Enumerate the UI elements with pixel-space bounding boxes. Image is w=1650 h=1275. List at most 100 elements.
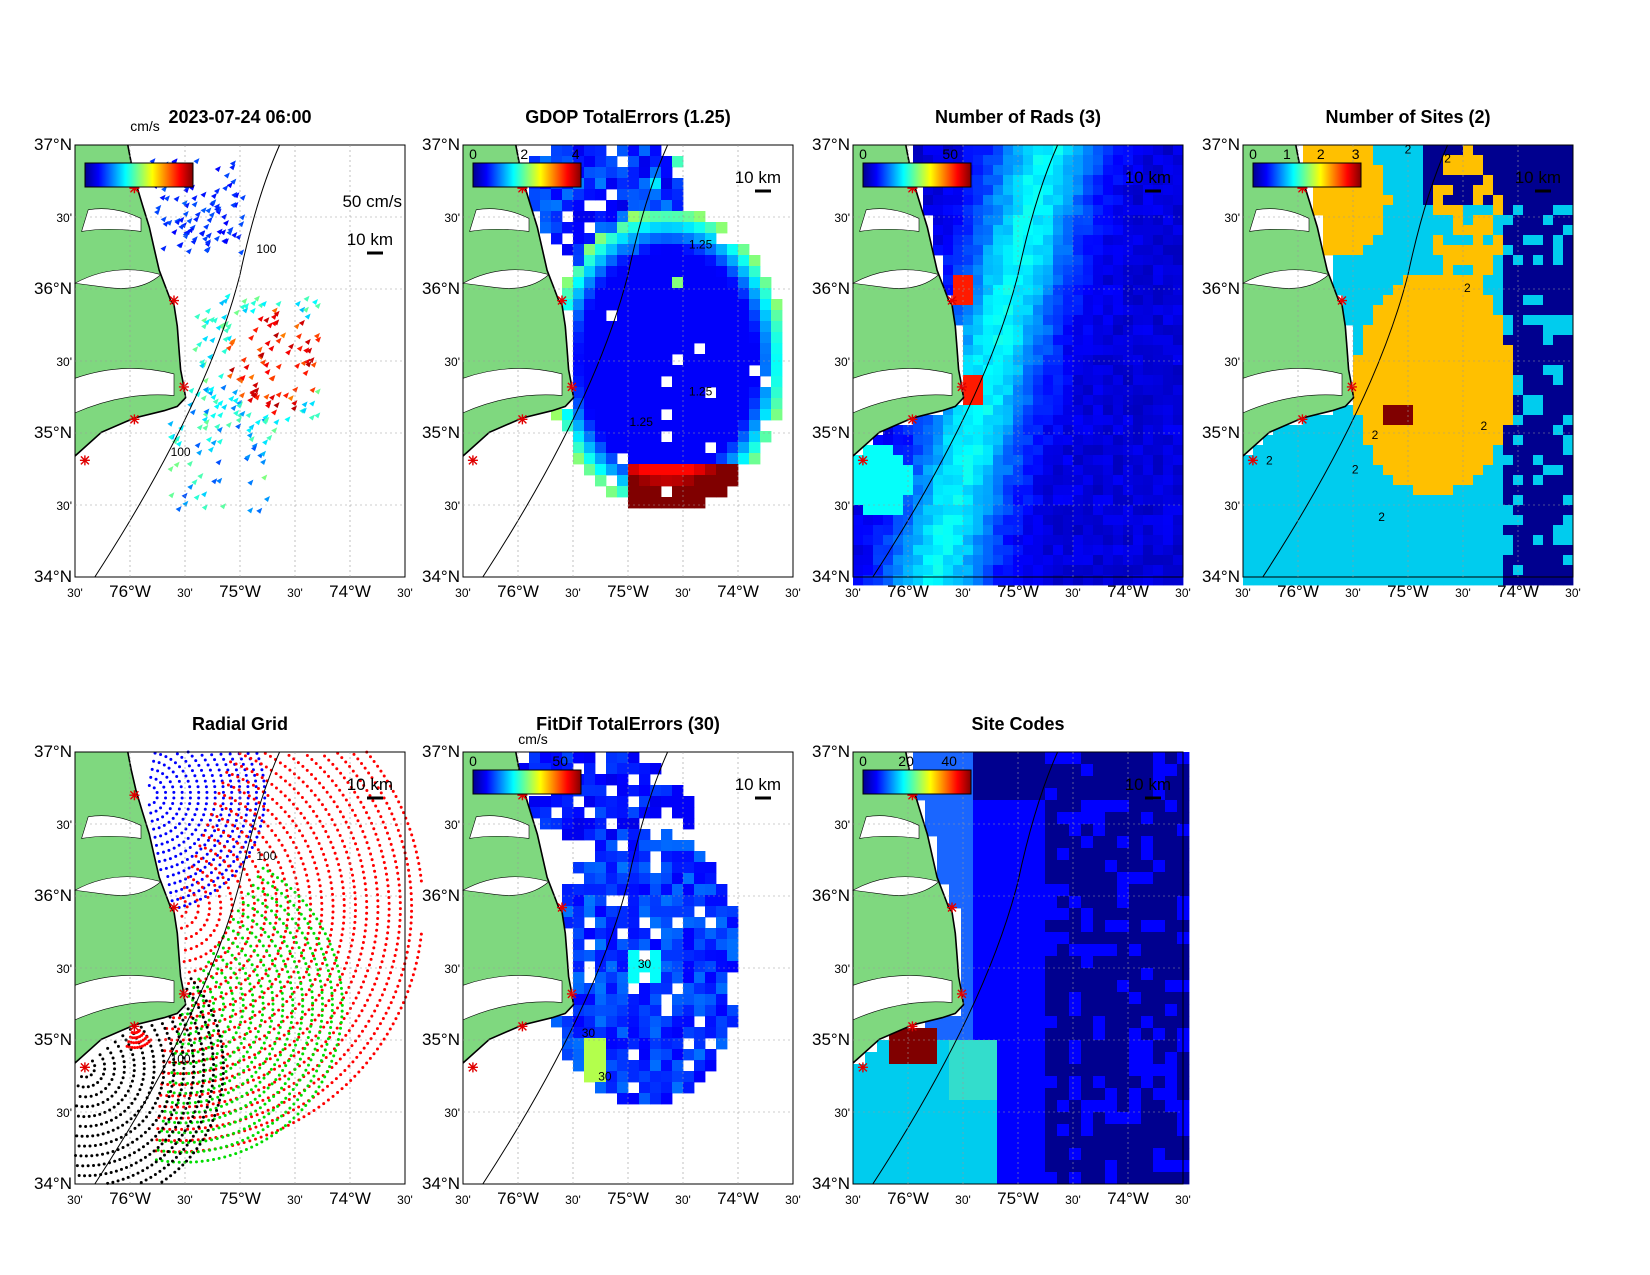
field-cell [1563,505,1574,516]
field-cell [1323,495,1334,506]
field-cell [650,464,662,476]
grid-point [394,860,398,864]
field-cell [1383,375,1394,386]
field-cell [893,575,904,586]
grid-point [213,883,217,887]
grid-point [397,883,401,887]
field-cell [738,266,750,278]
field-cell [1053,295,1064,306]
grid-point [245,873,249,877]
grid-point [409,921,413,925]
coastline [462,144,575,457]
field-cell [1483,245,1494,256]
site-marker [1337,295,1347,306]
lon-tick: 74°W [1497,582,1539,601]
field-cell [983,175,994,186]
grid-point [175,752,179,756]
grid-point [164,755,168,759]
current-vector [162,220,169,227]
field-cell [943,555,954,566]
field-cell [1053,485,1064,496]
field-cell [1043,525,1054,536]
grid-point [213,997,217,1001]
current-vector [232,397,239,404]
current-vector [228,366,235,373]
field-cell [1043,385,1054,396]
grid-point [343,1068,347,1072]
current-vector [232,202,239,209]
field-cell [1563,165,1574,176]
field-cell [1133,325,1144,336]
grid-point [262,820,266,824]
current-vector [201,504,208,511]
contour-label: 1.25 [689,385,713,399]
field-cell [1133,315,1144,326]
field-cell [1103,155,1114,166]
grid-point [347,985,351,989]
field-cell [639,200,651,212]
current-vector [214,206,221,213]
grid-point [283,764,287,768]
field-cell [1143,175,1154,186]
grid-point [376,809,380,813]
field-cell [1343,545,1354,556]
current-vector [203,247,210,254]
field-cell [1003,205,1014,216]
grid-point [383,948,387,952]
field-cell [1493,575,1504,586]
grid-point [373,1009,377,1013]
field-cell [1153,415,1164,426]
field-cell [1163,335,1174,346]
field-cell [1053,365,1064,376]
field-cell [883,435,894,446]
field-cell [1413,175,1424,186]
grid-point [312,1081,316,1085]
field-cell [883,525,894,536]
field-cell [1443,545,1454,556]
current-vector [261,474,268,481]
grid-point [188,785,192,789]
field-cell [1473,145,1484,156]
field-cell [973,325,984,336]
field-cell [1483,465,1494,476]
field-cell [1063,195,1074,206]
grid-point [250,1115,254,1119]
grid-point [231,1062,235,1066]
field-cell [1503,235,1514,246]
field-cell [1153,425,1164,436]
field-cell [943,495,954,506]
field-cell [1563,485,1574,496]
grid-point [325,1021,329,1025]
field-cell [1053,335,1064,346]
field-cell [1153,485,1164,496]
field-cell [639,453,651,465]
current-vector [243,303,250,310]
grid-point [226,1052,230,1056]
field-cell [1443,365,1454,376]
field-cell [943,205,954,216]
grid-point [183,1016,187,1020]
field-cell [1023,575,1034,586]
field-cell [933,485,944,496]
field-cell [923,465,934,476]
field-cell [953,255,964,266]
field-cell [1563,185,1574,196]
field-cell [1473,435,1484,446]
grid-point [171,770,175,774]
field-cell [913,545,924,556]
field-cell [943,285,954,296]
grid-point [293,1007,297,1011]
field-cell [1433,295,1444,306]
lat-tick: 30' [1224,211,1240,225]
field-cell [1463,185,1474,196]
field-cell [1323,225,1334,236]
field-cell [1303,445,1314,456]
field-cell [683,332,695,344]
field-cell [771,321,783,333]
field-cell [650,475,662,487]
current-vector [173,461,180,468]
field-cell [1083,345,1094,356]
field-cell [943,195,954,206]
field-cell [1453,205,1464,216]
grid-point [383,826,387,830]
